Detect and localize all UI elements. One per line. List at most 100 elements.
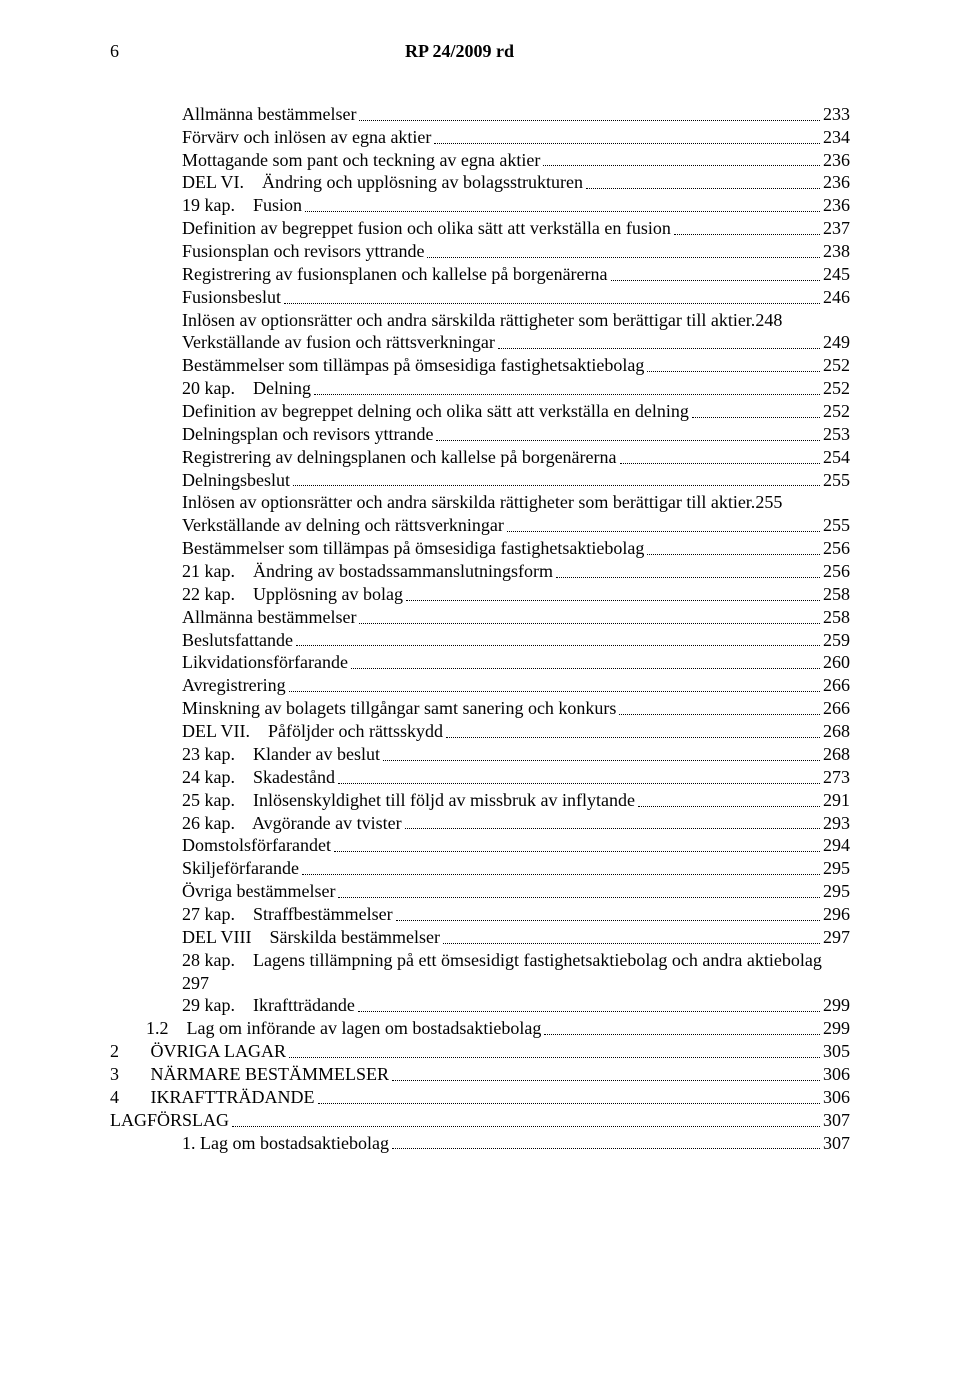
toc-page: 306 xyxy=(823,1086,850,1109)
toc-entry: Verkställande av fusion och rättsverknin… xyxy=(110,331,850,354)
toc-leader-dots xyxy=(351,668,820,669)
toc-leader-dots xyxy=(692,417,820,418)
document-page: 6 RP 24/2009 rd Allmänna bestämmelser 233… xyxy=(0,0,960,1214)
toc-page: 233 xyxy=(823,103,850,126)
toc-entry: Delningsbeslut255 xyxy=(110,469,850,492)
toc-entry: Bestämmelser som tillämpas på ömsesidiga… xyxy=(110,354,850,377)
toc-label: 23 kap. Klander av beslut xyxy=(182,743,380,766)
toc-leader-dots xyxy=(314,394,820,395)
toc-leader-dots xyxy=(544,1034,820,1035)
toc-label: 21 kap. Ändring av bostadssammanslutning… xyxy=(182,560,553,583)
toc-label: Inlösen av optionsrätter och andra särsk… xyxy=(182,309,755,332)
toc-entry: 1.2 Lag om införande av lagen om bostads… xyxy=(110,1017,850,1040)
toc-page: 256 xyxy=(823,560,850,583)
toc-leader-dots xyxy=(383,760,820,761)
toc-leader-dots xyxy=(620,463,820,464)
toc-label: Allmänna bestämmelser xyxy=(182,103,356,126)
toc-label: Förvärv och inlösen av egna aktier xyxy=(182,126,431,149)
toc-leader-dots xyxy=(647,554,820,555)
toc-page: 252 xyxy=(823,377,850,400)
toc-page: 299 xyxy=(823,994,850,1017)
toc-entry: Övriga bestämmelser295 xyxy=(110,880,850,903)
toc-label: 1. Lag om bostadsaktiebolag xyxy=(182,1132,389,1155)
toc-label: Delningsplan och revisors yttrande xyxy=(182,423,433,446)
toc-entry: 21 kap. Ändring av bostadssammanslutning… xyxy=(110,560,850,583)
toc-leader-dots xyxy=(289,1057,820,1058)
toc-label: Verkställande av delning och rättsverkni… xyxy=(182,514,504,537)
toc-entry: 28 kap. Lagens tillämpning på ett ömsesi… xyxy=(110,949,850,995)
toc-page: 297 xyxy=(823,926,850,949)
toc-label: 3 NÄRMARE BESTÄMMELSER xyxy=(110,1063,389,1086)
toc-page: 237 xyxy=(823,217,850,240)
toc-label: Verkställande av fusion och rättsverknin… xyxy=(182,331,495,354)
toc-page: 266 xyxy=(823,674,850,697)
toc-label: Definition av begreppet delning och olik… xyxy=(182,400,689,423)
toc-entry: Beslutsfattande259 xyxy=(110,629,850,652)
toc-entry: 1. Lag om bostadsaktiebolag 307 xyxy=(110,1132,850,1155)
toc-label: Delningsbeslut xyxy=(182,469,290,492)
toc-label: Bestämmelser som tillämpas på ömsesidiga… xyxy=(182,537,644,560)
toc-leader-dots xyxy=(293,485,820,486)
toc-leader-dots xyxy=(443,943,820,944)
toc-entry: Förvärv och inlösen av egna aktier234 xyxy=(110,126,850,149)
toc-leader-dots xyxy=(396,920,820,921)
toc-leader-dots xyxy=(338,783,820,784)
toc-label: LAGFÖRSLAG xyxy=(110,1109,229,1132)
toc-page: 305 xyxy=(823,1040,850,1063)
toc-leader-dots xyxy=(434,143,820,144)
toc-page: 236 xyxy=(823,171,850,194)
toc-leader-dots xyxy=(334,851,820,852)
toc-leader-dots xyxy=(296,645,820,646)
toc-leader-dots xyxy=(611,280,820,281)
toc-entry: Delningsplan och revisors yttrande 253 xyxy=(110,423,850,446)
toc-label: Mottagande som pant och teckning av egna… xyxy=(182,149,540,172)
toc-leader-dots xyxy=(338,897,820,898)
toc-leader-dots xyxy=(392,1080,820,1081)
toc-page: 268 xyxy=(823,743,850,766)
toc-leader-dots xyxy=(647,371,820,372)
toc-page: 258 xyxy=(823,606,850,629)
toc-page: 255 xyxy=(755,491,782,514)
toc-entry: DEL VII. Påföljder och rättsskydd268 xyxy=(110,720,850,743)
toc-entry: 26 kap. Avgörande av tvister293 xyxy=(110,812,850,835)
toc-entry: Fusionsbeslut 246 xyxy=(110,286,850,309)
toc-page: 253 xyxy=(823,423,850,446)
toc-leader-dots xyxy=(359,623,820,624)
toc-leader-dots xyxy=(674,234,820,235)
toc-entry: Mottagande som pant och teckning av egna… xyxy=(110,149,850,172)
toc-label: 2 ÖVRIGA LAGAR xyxy=(110,1040,286,1063)
toc-entry: Likvidationsförfarande260 xyxy=(110,651,850,674)
toc-leader-dots xyxy=(405,828,820,829)
toc-label: Fusionsbeslut xyxy=(182,286,281,309)
toc-entry: 25 kap. Inlösenskyldighet till följd av … xyxy=(110,789,850,812)
toc-page: 295 xyxy=(823,880,850,903)
toc-leader-dots xyxy=(392,1148,820,1149)
toc-leader-dots xyxy=(619,714,820,715)
toc-entry: Domstolsförfarandet294 xyxy=(110,834,850,857)
toc-page: 238 xyxy=(823,240,850,263)
toc-entry: 4 IKRAFTTRÄDANDE306 xyxy=(110,1086,850,1109)
toc-page: 248 xyxy=(755,309,782,332)
toc-leader-dots xyxy=(446,737,820,738)
toc-label: Domstolsförfarandet xyxy=(182,834,331,857)
toc-leader-dots xyxy=(507,531,820,532)
toc-page: 307 xyxy=(823,1132,850,1155)
toc-page: 254 xyxy=(823,446,850,469)
toc-label: 19 kap. Fusion xyxy=(182,194,302,217)
toc-label: 22 kap. Upplösning av bolag xyxy=(182,583,403,606)
toc-label: DEL VIII Särskilda bestämmelser xyxy=(182,926,440,949)
toc-entry: Allmänna bestämmelser 233 xyxy=(110,103,850,126)
toc-page: 246 xyxy=(823,286,850,309)
page-header: 6 RP 24/2009 rd xyxy=(110,40,850,63)
toc-page: 307 xyxy=(823,1109,850,1132)
toc-leader-dots xyxy=(436,440,820,441)
toc-entry: DEL VI. Ändring och upplösning av bolags… xyxy=(110,171,850,194)
toc-label: DEL VI. Ändring och upplösning av bolags… xyxy=(182,171,583,194)
toc-page: 295 xyxy=(823,857,850,880)
toc-page: 245 xyxy=(823,263,850,286)
toc-entry: Registrering av delningsplanen och kalle… xyxy=(110,446,850,469)
toc-entry: 19 kap. Fusion236 xyxy=(110,194,850,217)
toc-entry: 20 kap. Delning252 xyxy=(110,377,850,400)
toc-label: 24 kap. Skadestånd xyxy=(182,766,335,789)
toc-label: 25 kap. Inlösenskyldighet till följd av … xyxy=(182,789,635,812)
